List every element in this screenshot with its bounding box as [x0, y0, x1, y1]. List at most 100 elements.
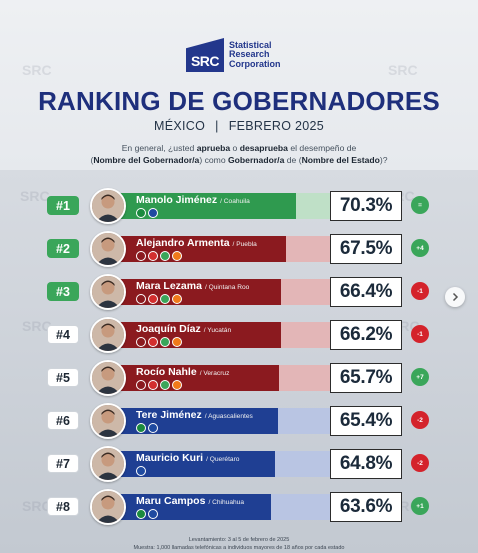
ranking-row: #3 Mara Lezama / Quintana Roo 66.4% -1: [0, 270, 478, 314]
ranking-row: #5 Rocío Nahle / Veracruz 65.7% +7: [0, 356, 478, 400]
survey-dates: Levantamiento: 3 al 5 de febrero de 2025: [188, 537, 290, 543]
approval-bar: Alejandro Armenta / Puebla: [104, 236, 348, 262]
person-icon: [92, 319, 124, 351]
rank-change-badge: -2: [411, 454, 429, 472]
watermark-logo: SRC: [20, 188, 50, 204]
morena-icon: [136, 251, 146, 261]
brand-logo: SRC Statistical Research Corporation: [186, 38, 281, 72]
state-name: / Yucatán: [203, 327, 232, 334]
approval-percentage: 65.4%: [330, 406, 402, 436]
person-icon: [92, 362, 124, 394]
pvem-icon: [160, 337, 170, 347]
rank-badge: #3: [47, 282, 79, 301]
mc-icon: [172, 251, 182, 261]
rank-change-badge: -1: [411, 282, 429, 300]
pt-icon: [148, 251, 158, 261]
approval-percentage: 63.6%: [330, 492, 402, 522]
approval-percentage: 66.4%: [330, 277, 402, 307]
watermark-logo: SRC: [22, 62, 52, 78]
approval-bar-fill: [104, 408, 278, 434]
governor-info: Tere Jiménez / Aguascalientes: [104, 408, 253, 434]
governor-info: Mauricio Kuri / Querétaro: [104, 451, 239, 477]
approval-bar-fill: [104, 279, 281, 305]
state-name: / Coahuila: [220, 198, 250, 205]
rank-change-badge: -2: [411, 411, 429, 429]
party-logos: [136, 466, 239, 476]
party-logos: [136, 251, 257, 261]
governor-info: Rocío Nahle / Veracruz: [104, 365, 229, 391]
governor-photo: [90, 403, 126, 439]
person-icon: [92, 448, 124, 480]
state-name: / Veracruz: [199, 370, 230, 377]
src-logo-icon: SRC: [186, 38, 224, 72]
governor-name: Mauricio Kuri: [136, 452, 204, 464]
approval-bar-fill: [104, 365, 279, 391]
state-name: / Chihuahua: [208, 499, 244, 506]
approval-percentage: 64.8%: [330, 449, 402, 479]
next-slide-button[interactable]: [445, 287, 465, 307]
approval-bar: Joaquín Díaz / Yucatán: [104, 322, 348, 348]
governor-name: Maru Campos: [136, 495, 206, 507]
approval-bar-fill: [104, 236, 286, 262]
governor-info: Manolo Jiménez / Coahuila: [104, 193, 250, 219]
party-logos: [136, 208, 250, 218]
country-label: MÉXICO: [154, 119, 206, 133]
watermark-logo: SRC: [388, 62, 418, 78]
morena-icon: [136, 380, 146, 390]
person-icon: [92, 276, 124, 308]
rank-badge: #4: [47, 325, 79, 344]
ranking-row: #2 Alejandro Armenta / Puebla 67.5% +4: [0, 227, 478, 271]
rank-change-badge: +1: [411, 497, 429, 515]
governor-name: Joaquín Díaz: [136, 323, 201, 335]
governor-name: Tere Jiménez: [136, 409, 202, 421]
person-icon: [92, 405, 124, 437]
morena-icon: [136, 337, 146, 347]
approval-percentage: 70.3%: [330, 191, 402, 221]
party-logos: [136, 337, 231, 347]
approval-bar: Rocío Nahle / Veracruz: [104, 365, 348, 391]
approval-bar: Tere Jiménez / Aguascalientes: [104, 408, 348, 434]
approval-percentage: 65.7%: [330, 363, 402, 393]
pan-icon: [136, 466, 146, 476]
governor-info: Joaquín Díaz / Yucatán: [104, 322, 231, 348]
governor-name: Rocío Nahle: [136, 366, 197, 378]
pri-icon: [136, 208, 146, 218]
rank-change-badge: -1: [411, 325, 429, 343]
pt-icon: [148, 380, 158, 390]
party-logos: [136, 294, 249, 304]
pan-icon: [148, 509, 158, 519]
morena-icon: [136, 294, 146, 304]
state-name: / Querétaro: [206, 456, 240, 463]
approval-bar-fill: [104, 494, 271, 520]
governor-name: Manolo Jiménez: [136, 194, 218, 206]
pt-icon: [148, 294, 158, 304]
brand-name: Statistical Research Corporation: [229, 39, 281, 69]
rank-badge: #7: [47, 454, 79, 473]
pan-icon: [148, 208, 158, 218]
ranking-row: #8 Maru Campos / Chihuahua 63.6% +1: [0, 485, 478, 529]
person-icon: [92, 190, 124, 222]
chevron-right-icon: [452, 292, 459, 302]
rank-change-badge: +7: [411, 368, 429, 386]
period-label: FEBRERO 2025: [228, 119, 324, 133]
rank-badge: #8: [47, 497, 79, 516]
governor-photo: [90, 274, 126, 310]
approval-bar: Manolo Jiménez / Coahuila: [104, 193, 348, 219]
ranking-row: #1 Manolo Jiménez / Coahuila 70.3% =: [0, 184, 478, 228]
rank-badge: #6: [47, 411, 79, 430]
survey-question: En general, ¿usted aprueba o desaprueba …: [90, 143, 388, 165]
pri-icon: [136, 509, 146, 519]
watermark-logo: SRC: [22, 498, 52, 514]
approval-bar: Maru Campos / Chihuahua: [104, 494, 348, 520]
governor-name: Mara Lezama: [136, 280, 202, 292]
ranking-row: #7 Mauricio Kuri / Querétaro 64.8% -2: [0, 442, 478, 486]
header-background: [0, 0, 478, 170]
rank-badge: #5: [47, 368, 79, 387]
governor-photo: [90, 188, 126, 224]
approval-bar: Mara Lezama / Quintana Roo: [104, 279, 348, 305]
pvem-icon: [160, 251, 170, 261]
state-name: / Quintana Roo: [204, 284, 250, 291]
ranking-row: #6 Tere Jiménez / Aguascalientes 65.4% -2: [0, 399, 478, 443]
page-title: RANKING DE GOBERNADORES: [38, 86, 440, 116]
pvem-icon: [160, 380, 170, 390]
